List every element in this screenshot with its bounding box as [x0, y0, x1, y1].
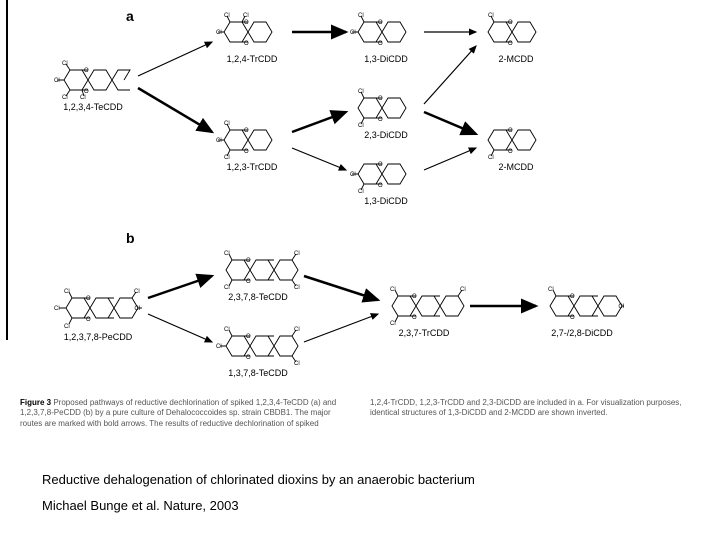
caption-text-left: Proposed pathways of reductive dechlorin…	[20, 398, 336, 428]
caption-left: Figure 3 Proposed pathways of reductive …	[20, 398, 350, 429]
left-border	[6, 0, 8, 340]
citation-authors: Michael Bunge et al. Nature, 2003	[42, 498, 239, 513]
arrows-b	[20, 230, 710, 400]
figure: a b Cl Cl Cl Cl O O 1,2,3,4-TeCDD	[20, 0, 710, 430]
caption-right: 1,2,4-TrCDD, 1,2,3-TrCDD and 2,3-DiCDD a…	[370, 398, 700, 429]
arrows-a	[20, 0, 710, 230]
caption-text-right: 1,2,4-TrCDD, 1,2,3-TrCDD and 2,3-DiCDD a…	[370, 398, 682, 417]
citation-title: Reductive dehalogenation of chlorinated …	[42, 472, 475, 487]
figure-caption: Figure 3 Proposed pathways of reductive …	[20, 398, 700, 429]
caption-bold: Figure 3	[20, 398, 51, 407]
